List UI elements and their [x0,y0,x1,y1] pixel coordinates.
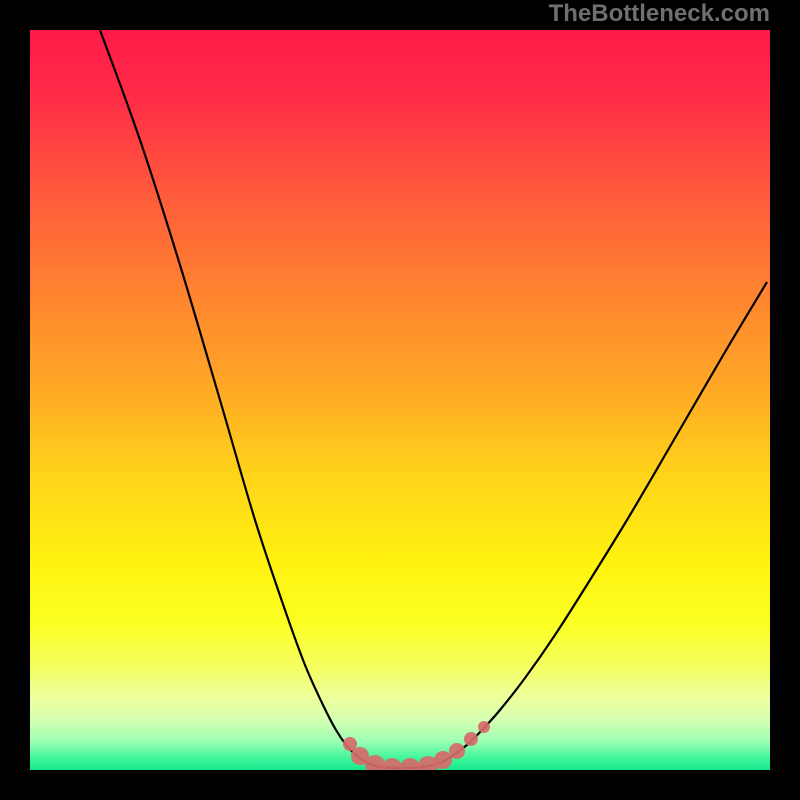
marker-dot [464,732,478,746]
marker-dot [449,743,465,759]
marker-dot [478,721,490,733]
attribution-text: TheBottleneck.com [549,0,770,28]
chart-svg [30,30,770,770]
marker-dot [434,751,452,769]
chart-panel [30,30,770,770]
